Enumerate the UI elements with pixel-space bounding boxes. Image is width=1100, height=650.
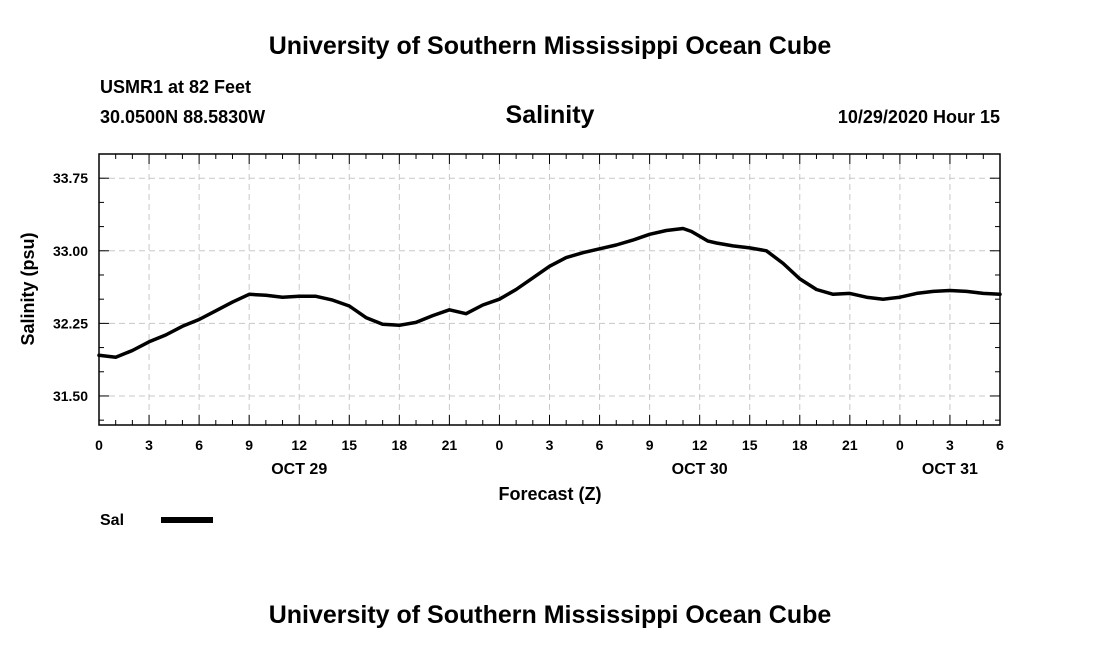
x-tick-label: 0	[896, 437, 904, 453]
x-tick-label: 6	[996, 437, 1004, 453]
footer-title: University of Southern Mississippi Ocean…	[268, 601, 832, 629]
x-tick-label: 6	[195, 437, 203, 453]
x-tick-label: 18	[392, 437, 408, 453]
x-tick-label: 3	[145, 437, 153, 453]
y-tick-label: 31.50	[53, 388, 88, 404]
y-tick-label: 32.25	[53, 315, 88, 331]
station-label: USMR1 at 82 Feet	[100, 77, 252, 97]
x-tick-label: 0	[95, 437, 103, 453]
series-layer	[97, 226, 1002, 360]
x-tick-label: 3	[546, 437, 554, 453]
y-tick-label: 33.75	[53, 170, 88, 186]
legend: Sal	[100, 512, 213, 529]
x-day-label: OCT 29	[271, 461, 327, 478]
axes: 0 3 6 9 12 15 18 21 0 3 6 9 12 15 18 21 0 3 6 OCT 29 OCT 30 O…	[53, 153, 1004, 478]
x-day-label: OCT 30	[672, 461, 728, 478]
x-tick-label: 21	[842, 437, 858, 453]
x-tick-label: 15	[341, 437, 357, 453]
grid-lines	[99, 154, 1000, 425]
x-tick-label: 6	[596, 437, 604, 453]
series-line-sal	[97, 226, 1002, 360]
x-tick-label: 0	[496, 437, 504, 453]
x-tick-label: 9	[245, 437, 253, 453]
y-axis-label: Salinity (psu)	[18, 232, 38, 345]
x-tick-label: 15	[742, 437, 758, 453]
forecast-datetime: 10/29/2020 Hour 15	[837, 107, 1000, 127]
x-tick-label: 12	[291, 437, 307, 453]
station-coordinates: 30.0500N 88.5830W	[100, 107, 266, 127]
chart-title: Salinity	[505, 101, 595, 129]
plot-frame	[98, 153, 1001, 426]
x-tick-label: 21	[442, 437, 458, 453]
x-axis-label: Forecast (Z)	[498, 484, 601, 504]
page-title: University of Southern Mississippi Ocean…	[268, 32, 832, 60]
x-tick-label: 18	[792, 437, 808, 453]
x-day-label: OCT 31	[922, 461, 978, 478]
legend-label: Sal	[100, 512, 124, 529]
x-tick-label: 3	[946, 437, 954, 453]
y-tick-label: 33.00	[53, 243, 88, 259]
x-tick-label: 9	[646, 437, 654, 453]
x-tick-label: 12	[692, 437, 708, 453]
